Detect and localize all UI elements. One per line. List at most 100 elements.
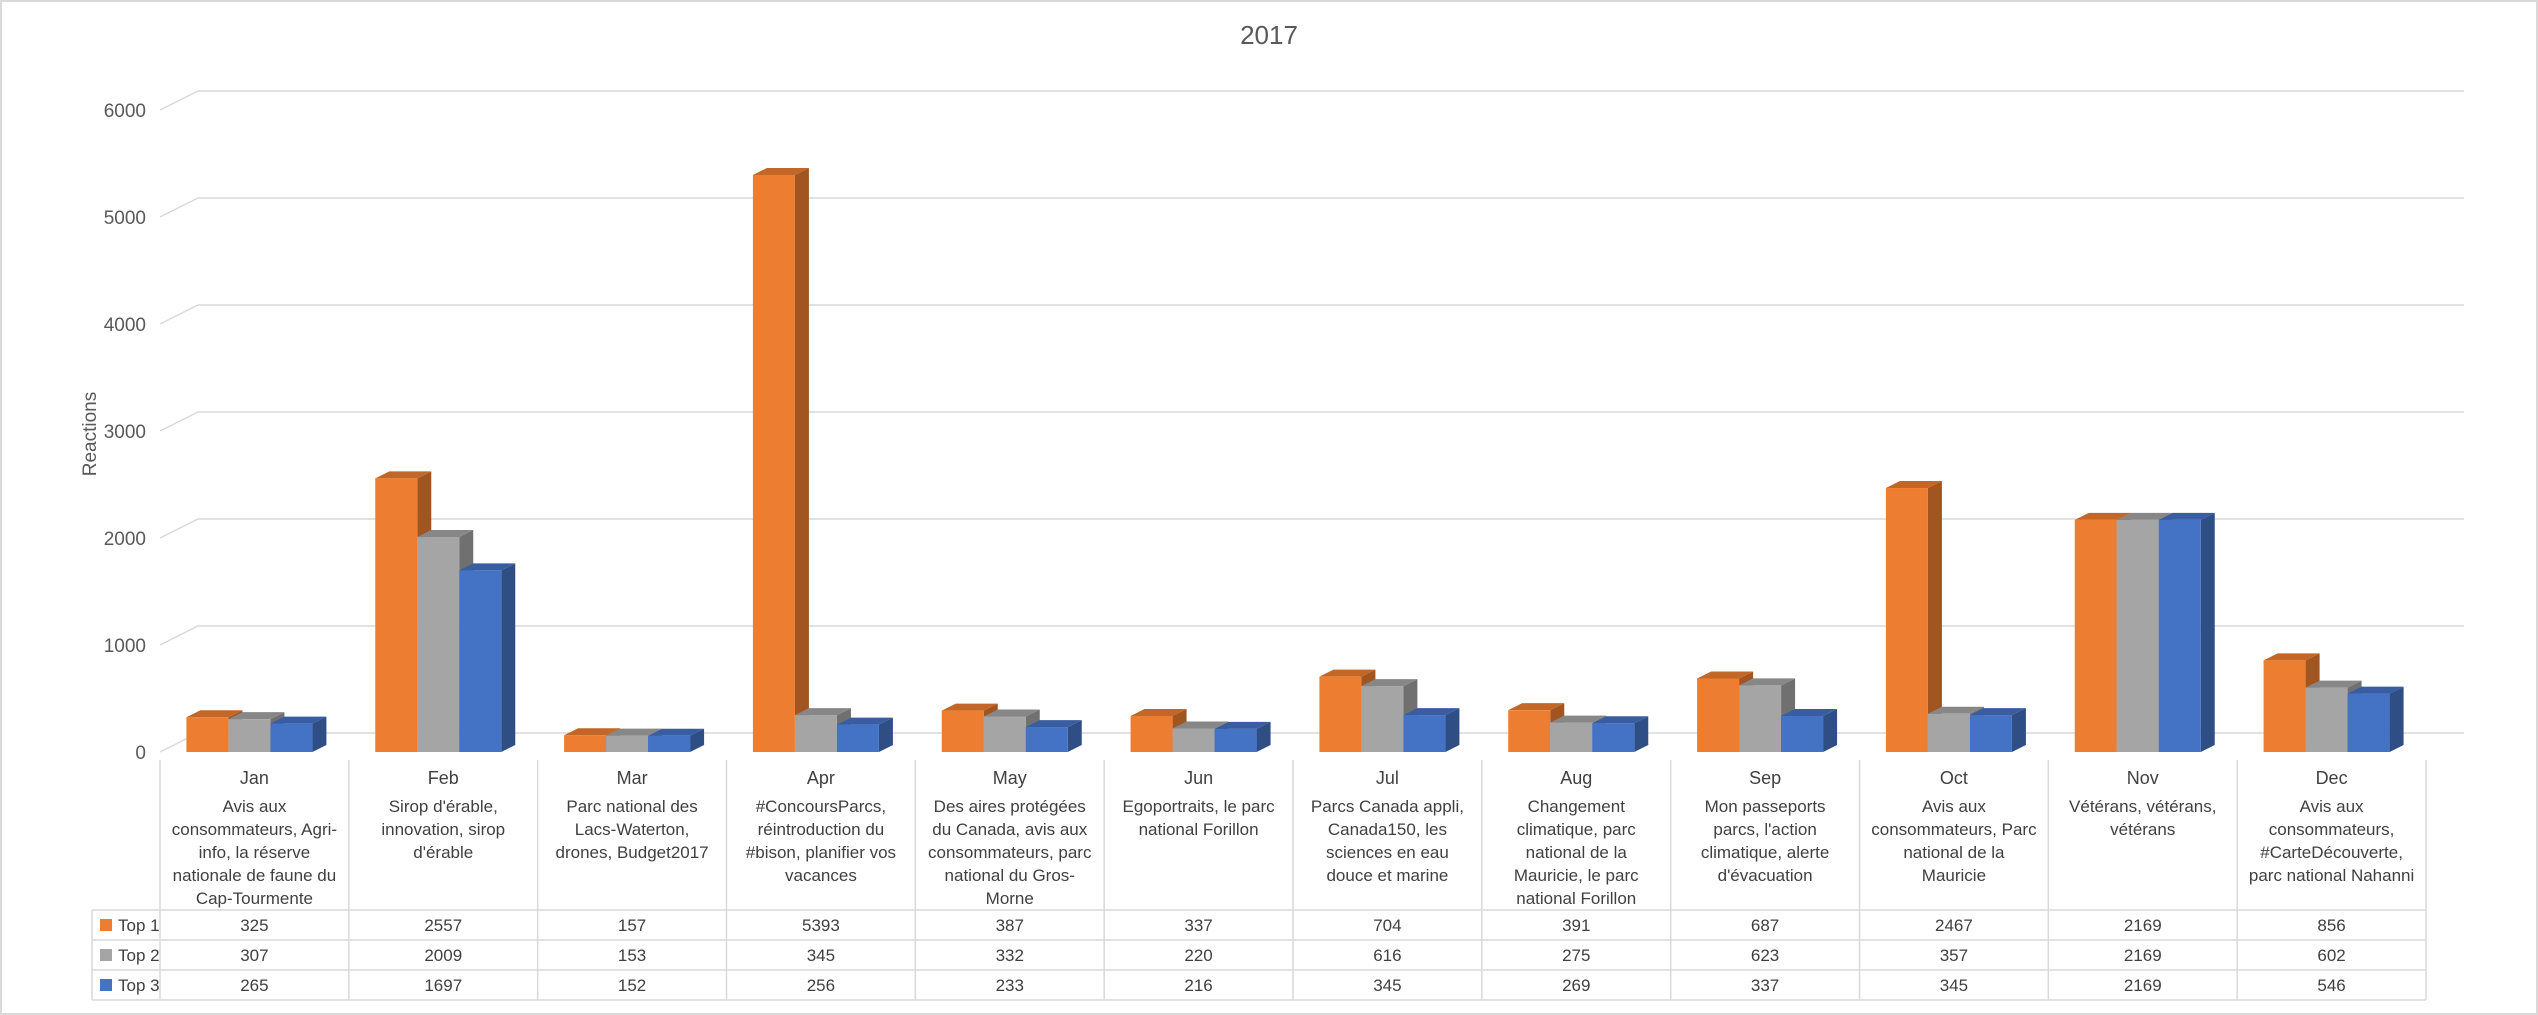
bar-top-3-jun [1214, 721, 1271, 752]
category-topic-line: #bison, planifier vos [746, 843, 896, 862]
x-tick-label: Sep [1749, 768, 1781, 788]
category-topic-line: du Canada, avis aux [932, 820, 1087, 839]
gridline [159, 411, 2464, 432]
data-label: 5393 [802, 916, 840, 935]
category-topic-line: climatique, parc [1517, 820, 1637, 839]
category-topic-line: sciences en eau [1326, 843, 1449, 862]
x-tick-label: Apr [807, 768, 835, 788]
category-topic-line: national de la [1903, 843, 2005, 862]
category-topic-line: Sirop d'érable, [389, 797, 498, 816]
legend-label: Top 2 [118, 946, 160, 965]
category-topic-line: national Forillon [1516, 889, 1636, 908]
bar-top-3-may [1025, 720, 1082, 752]
category-topic-line: Mauricie, le parc [1514, 866, 1639, 885]
bar-top-3-oct [1969, 708, 2026, 752]
bar-top-2-jul [1361, 679, 1418, 752]
category-topic-line: Morne [986, 889, 1034, 908]
x-tick-label: May [993, 768, 1027, 788]
bar-top-1-apr [752, 167, 809, 753]
bar-top-3-dec [2347, 686, 2404, 752]
gridline [159, 197, 2464, 218]
category-topic-line: réintroduction du [758, 820, 885, 839]
y-tick-label: 0 [135, 743, 146, 764]
bar-top-2-sep [1739, 678, 1796, 752]
gridline [159, 304, 2464, 325]
data-label: 153 [618, 946, 646, 965]
x-tick-label: Nov [2127, 768, 2159, 788]
data-label: 2169 [2124, 946, 2162, 965]
category-topic-line: parc national Nahanni [2249, 866, 2414, 885]
data-label: 2557 [424, 916, 462, 935]
bars [186, 167, 2404, 753]
legend-label: Top 1 [118, 916, 160, 935]
data-label: 856 [2317, 916, 2345, 935]
category-topic-line: nationale de faune du [173, 866, 337, 885]
data-label: 256 [807, 976, 835, 995]
bar-top-3-nov [2158, 512, 2215, 752]
category-topic-line: Changement [1528, 797, 1626, 816]
data-label: 345 [1940, 976, 1968, 995]
bar-top-3-jul [1403, 708, 1460, 752]
category-topic-line: climatique, alerte [1701, 843, 1830, 862]
bar-top-3-mar [648, 728, 705, 752]
bar-top-1-oct [1885, 481, 1942, 752]
category-topic-line: Parcs Canada appli, [1311, 797, 1464, 816]
y-tick-label: 3000 [104, 422, 146, 443]
bar-top-3-sep [1781, 708, 1838, 752]
y-tick-label: 5000 [104, 208, 146, 229]
data-label: 269 [1562, 976, 1590, 995]
data-label: 2467 [1935, 916, 1973, 935]
data-label: 152 [618, 976, 646, 995]
category-topic-line: Lacs-Waterton, [575, 820, 690, 839]
data-label: 275 [1562, 946, 1590, 965]
data-label: 307 [240, 946, 268, 965]
category-topic-line: info, la réserve [199, 843, 311, 862]
category-topic-line: d'érable [413, 843, 473, 862]
category-topic-line: vétérans [2110, 820, 2175, 839]
category-topic-line: consommateurs, parc [928, 843, 1092, 862]
bar-top-3-jan [270, 716, 327, 752]
x-tick-label: Jun [1184, 768, 1213, 788]
data-label: 391 [1562, 916, 1590, 935]
bar-top-3-aug [1592, 716, 1649, 752]
bar-top-3-feb [459, 563, 516, 752]
category-topic-line: #ConcoursParcs, [756, 797, 886, 816]
data-label: 2009 [424, 946, 462, 965]
category-topic-line: Vétérans, vétérans, [2069, 797, 2216, 816]
category-topic-line: drones, Budget2017 [556, 843, 709, 862]
data-table: Jan Avis aux consommateurs, Agri-info, la … [91, 760, 2427, 1001]
data-label: 332 [996, 946, 1024, 965]
data-label: 337 [1751, 976, 1779, 995]
data-label: 325 [240, 916, 268, 935]
x-tick-label: Aug [1560, 768, 1592, 788]
category-topic-line: Mon passeports [1705, 797, 1826, 816]
category-topic-line: Parc national des [566, 797, 697, 816]
data-label: 337 [1184, 916, 1212, 935]
category-topic-line: national de la [1526, 843, 1628, 862]
x-tick-label: Jul [1376, 768, 1399, 788]
legend-key [100, 949, 112, 961]
category-topic-line: Canada150, les [1328, 820, 1447, 839]
category-topic-line: innovation, sirop [381, 820, 505, 839]
data-label: 233 [996, 976, 1024, 995]
category-topic-line: parcs, l'action [1713, 820, 1816, 839]
data-label: 623 [1751, 946, 1779, 965]
chart-title: 2017 [1240, 20, 1298, 50]
x-tick-label: Dec [2316, 768, 2348, 788]
data-label: 216 [1184, 976, 1212, 995]
y-tick-label: 2000 [104, 529, 146, 550]
category-topic-line: consommateurs, Parc [1871, 820, 2037, 839]
data-label: 546 [2317, 976, 2345, 995]
data-label: 345 [807, 946, 835, 965]
category-topic-line: douce et marine [1326, 866, 1448, 885]
data-label: 220 [1184, 946, 1212, 965]
legend-key [100, 919, 112, 931]
category-topic-line: Egoportraits, le parc [1123, 797, 1276, 816]
data-label: 687 [1751, 916, 1779, 935]
category-topic-line: consommateurs, Agri- [172, 820, 337, 839]
data-label: 602 [2317, 946, 2345, 965]
data-label: 265 [240, 976, 268, 995]
category-topic-line: national du Gros- [945, 866, 1075, 885]
